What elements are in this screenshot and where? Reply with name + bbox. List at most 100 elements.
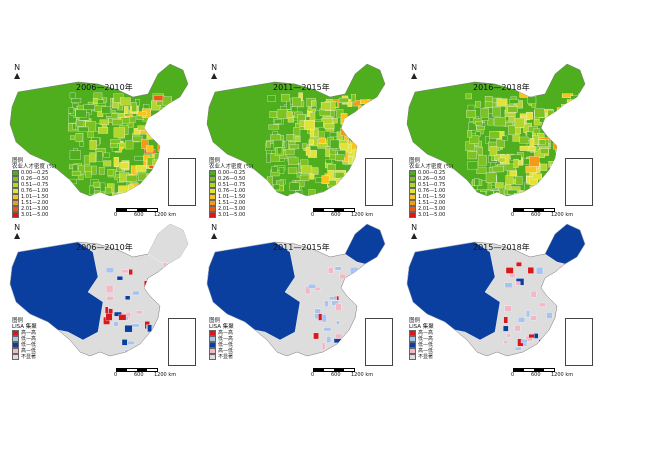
legend-swatch	[209, 212, 216, 218]
legend-swatch	[209, 336, 216, 342]
legend-swatch	[12, 194, 19, 200]
legend-title: 图例	[12, 318, 24, 324]
scale-bar	[116, 368, 158, 372]
region-unit	[79, 141, 84, 147]
legend-item: 1.01—1.50	[409, 194, 453, 200]
legend-swatch	[12, 206, 19, 212]
legend-label: 0.26—0.50	[218, 176, 246, 182]
region-unit	[289, 144, 300, 150]
legend-swatch	[12, 170, 19, 176]
region-unit	[137, 125, 146, 131]
region-unit	[347, 156, 353, 165]
legend-item: 3.01—5.00	[409, 212, 453, 218]
region-unit	[78, 126, 89, 133]
region-unit	[516, 262, 522, 267]
south-china-sea-inset	[365, 318, 393, 366]
region-unit	[124, 325, 133, 333]
region-unit	[509, 273, 516, 279]
map-legend: 图例 农业人才密度 (%) 0.00—0.25 0.26—0.50 0.51—0.75 0…	[409, 158, 453, 218]
region-unit	[477, 147, 483, 156]
legend-swatch	[12, 188, 19, 194]
region-unit	[119, 192, 128, 196]
region-unit	[329, 296, 337, 301]
region-unit	[124, 349, 130, 354]
legend-swatch	[409, 354, 416, 360]
legend-label: 0.00—0.25	[418, 170, 446, 176]
legend-item: 0.26—0.50	[409, 176, 453, 182]
scale-bar	[313, 368, 355, 372]
legend-item: 高—低	[209, 348, 234, 354]
region-unit	[75, 109, 87, 118]
south-china-sea-inset	[565, 158, 593, 206]
map-panel: N ▲ 2015—2018年 图例 LISA 集聚 高—高 低—高 低—低 高—低 不显著 0 600…	[405, 222, 605, 382]
region-unit	[144, 280, 151, 289]
region-unit	[528, 146, 537, 151]
legend-label: 1.51—2.00	[21, 200, 49, 206]
region-unit	[550, 163, 560, 170]
region-unit	[506, 333, 511, 338]
region-unit	[329, 139, 340, 149]
region-unit	[335, 154, 345, 161]
legend-swatch	[12, 354, 19, 360]
region-unit	[532, 173, 543, 180]
region-unit	[305, 147, 311, 156]
region-unit	[121, 339, 128, 346]
scale-label: 0	[511, 212, 515, 218]
region-unit	[266, 153, 271, 163]
legend-label: 1.51—2.00	[218, 200, 246, 206]
legend-swatch	[409, 212, 416, 218]
region-unit	[314, 287, 321, 291]
region-unit	[125, 295, 131, 300]
map-legend: 图例 LISA 集聚 高—高 低—高 低—低 高—低 不显著	[12, 318, 37, 360]
region-unit	[570, 95, 581, 103]
region-unit	[321, 314, 327, 323]
legend-item: 低—高	[12, 336, 37, 342]
legend-label: 低—低	[418, 342, 434, 348]
north-label: N	[211, 223, 218, 232]
panel-period-title: 2006—2010年	[76, 243, 133, 252]
legend-item: 3.01—5.00	[209, 212, 253, 218]
low-low-cluster	[207, 241, 301, 341]
north-label: N	[14, 63, 21, 72]
region-unit	[550, 164, 561, 172]
region-unit	[70, 135, 75, 140]
legend-item: 0.76—1.00	[409, 188, 453, 194]
region-unit	[92, 98, 98, 104]
region-unit	[295, 190, 303, 196]
north-arrow-icon: ▲	[411, 231, 418, 240]
region-unit	[320, 191, 328, 196]
region-unit	[534, 108, 545, 118]
region-unit	[518, 190, 524, 196]
region-unit	[68, 107, 75, 114]
region-unit	[349, 267, 359, 276]
region-unit	[131, 102, 137, 112]
region-unit	[496, 98, 508, 107]
region-unit	[71, 170, 82, 176]
legend-item: 不显著	[409, 354, 434, 360]
region-unit	[546, 312, 553, 319]
region-unit	[271, 166, 278, 173]
legend-subtitle: 农业人才密度 (%)	[12, 164, 57, 170]
scale-label: 0	[114, 372, 118, 378]
scale-label: 0	[311, 212, 315, 218]
region-unit	[69, 150, 81, 160]
map-legend: 图例 LISA 集聚 高—高 低—高 低—低 高—低 不显著	[209, 318, 234, 360]
region-unit	[72, 164, 78, 173]
region-unit	[327, 170, 335, 180]
region-unit	[350, 94, 356, 103]
scale-label: 600	[331, 372, 341, 378]
legend-swatch	[12, 330, 19, 336]
region-unit	[266, 141, 271, 148]
region-unit	[329, 132, 338, 138]
region-unit	[485, 172, 497, 183]
region-unit	[157, 143, 165, 152]
region-unit	[98, 127, 109, 134]
region-unit	[360, 99, 371, 105]
region-unit	[515, 281, 521, 286]
region-unit	[112, 119, 123, 126]
region-unit	[267, 95, 276, 102]
north-arrow-icon: ▲	[211, 231, 218, 240]
legend-swatch	[409, 336, 416, 342]
scale-label: 1200 km	[154, 212, 177, 218]
region-unit	[268, 124, 280, 130]
